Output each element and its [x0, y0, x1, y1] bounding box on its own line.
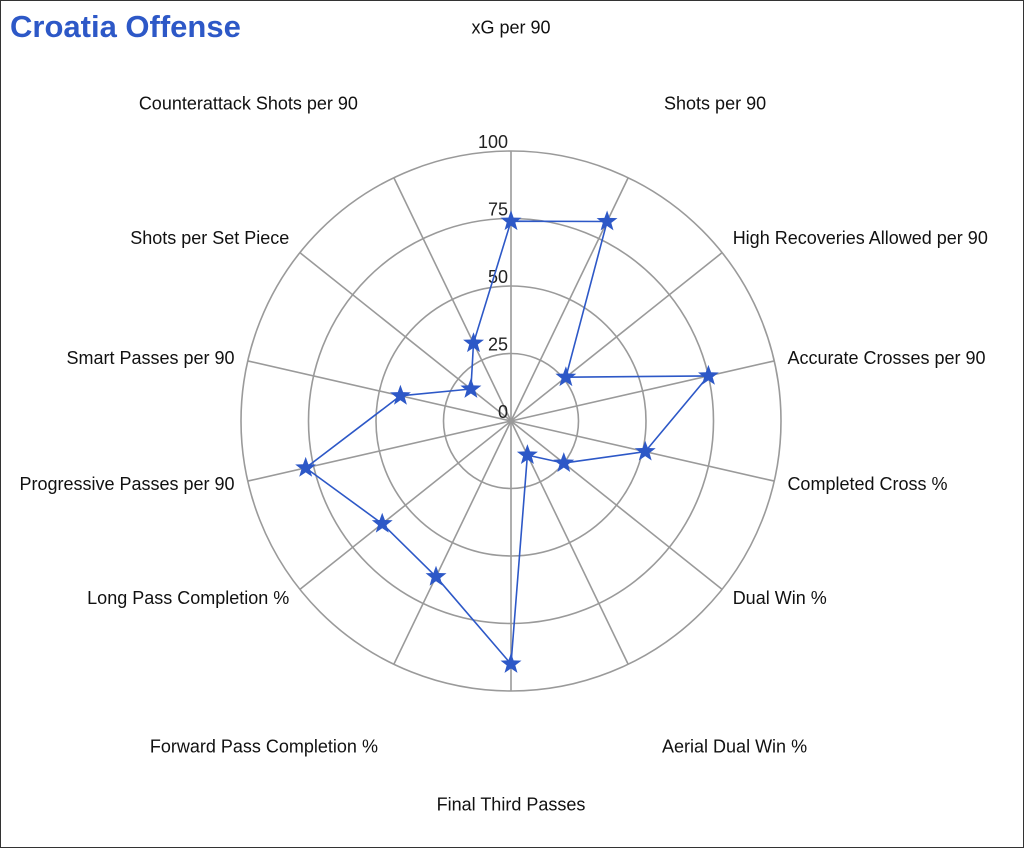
grid-spoke	[510, 420, 723, 590]
data-point-star	[516, 444, 538, 464]
data-point-star	[425, 565, 447, 586]
grid-spoke	[247, 420, 512, 482]
axis-label: Smart Passes per 90	[66, 348, 234, 368]
data-point-star	[500, 653, 522, 673]
axis-label: Progressive Passes per 90	[19, 474, 234, 494]
axis-label: Accurate Crosses per 90	[787, 348, 985, 368]
axis-label: Dual Win %	[733, 588, 827, 608]
data-point-star	[500, 210, 522, 231]
data-point-star	[371, 512, 393, 533]
radial-tick-label: 25	[488, 335, 508, 355]
grid-spoke	[510, 177, 629, 422]
data-point-star	[634, 440, 656, 461]
data-point-star	[555, 366, 577, 387]
radial-tick-label: 100	[478, 132, 508, 152]
data-point-star	[295, 456, 317, 477]
axis-label: Long Pass Completion %	[87, 588, 289, 608]
axis-label: Forward Pass Completion %	[150, 736, 378, 756]
axis-label: Completed Cross %	[787, 474, 947, 494]
data-point-star	[460, 378, 482, 398]
chart-title: Croatia Offense	[10, 9, 241, 44]
grid-spoke	[510, 360, 775, 422]
radial-tick-label: 75	[488, 200, 508, 220]
data-point-star	[390, 384, 411, 405]
axis-label: Aerial Dual Win %	[662, 736, 807, 756]
grid-spoke	[393, 420, 512, 665]
axis-label: xG per 90	[471, 17, 550, 37]
axis-label: Shots per Set Piece	[130, 228, 289, 248]
grid-spoke	[393, 177, 512, 422]
data-point-star	[698, 364, 719, 385]
axis-label: Shots per 90	[664, 94, 766, 114]
data-point-star	[553, 452, 575, 472]
axis-label: High Recoveries Allowed per 90	[733, 228, 988, 248]
axis-label: Counterattack Shots per 90	[139, 94, 358, 114]
grid-spoke	[299, 420, 512, 590]
series-line	[304, 220, 710, 665]
data-point-star	[596, 210, 618, 231]
radial-tick-label: 0	[498, 402, 508, 422]
axis-label: Final Third Passes	[437, 795, 586, 815]
grid-spoke	[510, 252, 723, 422]
grid-spoke	[247, 360, 512, 422]
data-point-star	[463, 332, 484, 353]
